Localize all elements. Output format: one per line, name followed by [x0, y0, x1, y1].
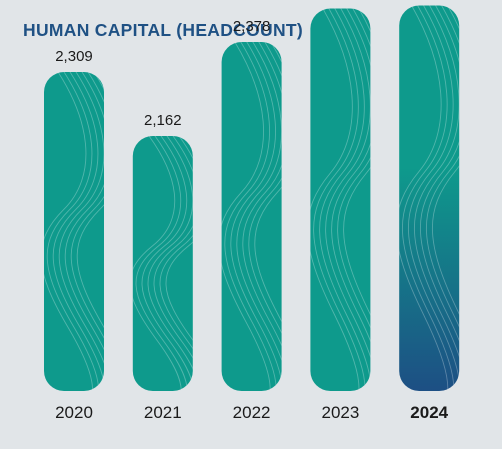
bar-pattern-2023	[310, 8, 371, 391]
bar-2023	[310, 8, 371, 391]
bar-2021	[132, 136, 193, 391]
category-label-2024: 2024	[410, 403, 448, 422]
bar-pattern-2020	[44, 72, 104, 392]
bar-2022	[221, 42, 282, 391]
bar-2020	[44, 72, 104, 392]
value-label-2022: 2,378	[233, 18, 271, 35]
bar-pattern-2021	[132, 136, 193, 391]
category-label-2021: 2021	[144, 403, 182, 422]
bar-2024	[399, 5, 460, 391]
value-label-2021: 2,162	[144, 112, 182, 129]
category-label-2022: 2022	[233, 403, 271, 422]
chart-title: HUMAN CAPITAL (HEADCOUNT)	[23, 20, 304, 40]
value-label-2023: 2,455	[322, 0, 360, 2]
value-label-2020: 2,309	[55, 48, 93, 65]
category-label-2023: 2023	[321, 403, 359, 422]
category-label-2020: 2020	[55, 403, 93, 422]
